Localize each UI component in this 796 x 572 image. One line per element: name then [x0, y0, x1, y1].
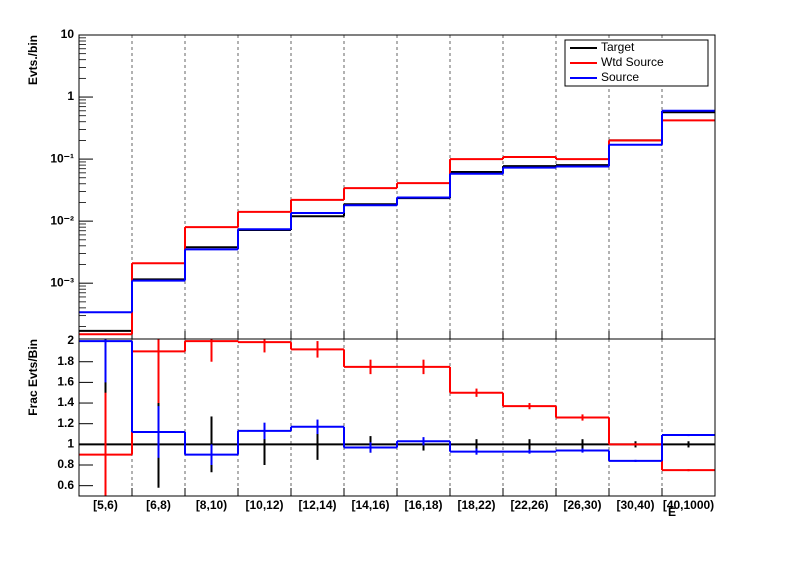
legend-label: Wtd Source	[601, 55, 664, 69]
x-tick-label: [8,10)	[196, 498, 227, 512]
x-tick-label: [12,14)	[298, 498, 336, 512]
y-tick-label: 0.6	[57, 478, 74, 492]
x-tick-label: [18,22)	[457, 498, 495, 512]
x-tick-label: [16,18)	[404, 498, 442, 512]
y-axis-label: Frac Evts/Bin	[26, 339, 40, 416]
y-tick-label: 1.8	[57, 354, 74, 368]
x-tick-label: [40,1000)	[663, 498, 714, 512]
y-tick-label: 1.4	[57, 395, 74, 409]
legend-label: Source	[601, 70, 639, 84]
step-connector	[131, 110, 663, 313]
x-tick-label: [22,26)	[510, 498, 548, 512]
x-tick-label: [10,12)	[245, 498, 283, 512]
x-tick-label: [26,30)	[563, 498, 601, 512]
x-tick-label: [6,8)	[146, 498, 171, 512]
y-tick-label: 0.8	[57, 457, 74, 471]
legend-label: Target	[601, 40, 635, 54]
y-tick-label: 1.6	[57, 375, 74, 389]
frame	[78, 338, 716, 497]
y-axis-label: Evts./bin	[26, 35, 40, 85]
y-tick-label: 10⁻²	[50, 213, 74, 227]
y-tick-label: 1.2	[57, 416, 74, 430]
x-axis-label: E	[668, 505, 676, 519]
x-tick-label: [30,40)	[616, 498, 654, 512]
x-tick-label: [5,6)	[93, 498, 118, 512]
y-tick-label: 10⁻³	[50, 275, 74, 289]
y-tick-label: 1	[67, 437, 74, 451]
y-tick-label: 1	[67, 89, 74, 103]
y-tick-label: 10⁻¹	[50, 151, 74, 165]
y-tick-label: 10	[61, 27, 75, 41]
y-tick-label: 2	[67, 333, 74, 347]
x-tick-label: [14,16)	[351, 498, 389, 512]
